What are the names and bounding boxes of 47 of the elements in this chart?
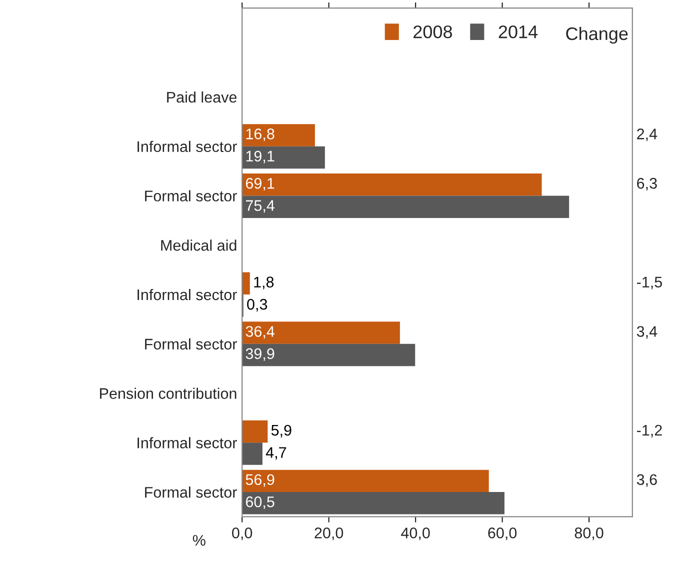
text: -1,2	[636, 424, 662, 438]
data-label: 4,7	[266, 447, 286, 460]
y-tick-label: Formal sector	[145, 338, 237, 350]
y-tick-label: Pension contribution	[100, 388, 236, 399]
data-label: 16,8	[246, 128, 274, 142]
data-label: 1,8	[254, 276, 274, 290]
bar	[242, 470, 489, 492]
text: -1,5	[636, 276, 662, 290]
bar	[242, 442, 262, 465]
data-label: 69,1	[246, 178, 274, 191]
data-label: 0,3	[247, 298, 268, 312]
x-tick-label: 20,0	[314, 528, 344, 540]
data-label: 60,5	[246, 496, 274, 510]
bar	[242, 124, 315, 146]
data-label: 5,9	[271, 424, 292, 438]
x-tick-label: 0,0	[232, 528, 252, 540]
text: 2,4	[637, 128, 658, 142]
data-label: 36,4	[246, 326, 274, 339]
x-tick-label: 40,0	[401, 528, 430, 540]
x-tick-label: 60,0	[488, 528, 517, 540]
x-tick-label: 80,0	[574, 528, 604, 540]
y-tick-label: Informal sector	[138, 140, 237, 152]
bar	[242, 146, 325, 169]
bar	[242, 174, 542, 196]
x-axis-title: %	[192, 535, 206, 546]
text: 3,4	[636, 326, 658, 339]
bar	[242, 196, 570, 218]
y-tick-label: Paid leave	[167, 91, 237, 103]
y-tick-label: Medical aid	[161, 240, 236, 251]
bar	[242, 492, 504, 514]
y-tick-label: Informal sector	[138, 437, 237, 448]
text: 6,3	[637, 178, 657, 191]
legend-label: 2008	[414, 25, 452, 38]
data-label: 19,1	[246, 150, 274, 164]
y-tick-label: Formal sector	[145, 486, 237, 498]
bar	[242, 322, 400, 344]
legend-label: 2014	[498, 25, 538, 38]
text: 3,6	[636, 474, 657, 487]
data-label: 39,9	[246, 348, 274, 361]
text: Change	[566, 26, 628, 44]
y-tick-label: Formal sector	[145, 190, 237, 202]
bar	[242, 420, 268, 443]
data-label: 75,4	[246, 200, 274, 213]
bar	[242, 344, 416, 366]
data-label: 56,9	[246, 474, 274, 487]
y-tick-label: Informal sector	[138, 288, 237, 300]
bar	[242, 272, 250, 295]
